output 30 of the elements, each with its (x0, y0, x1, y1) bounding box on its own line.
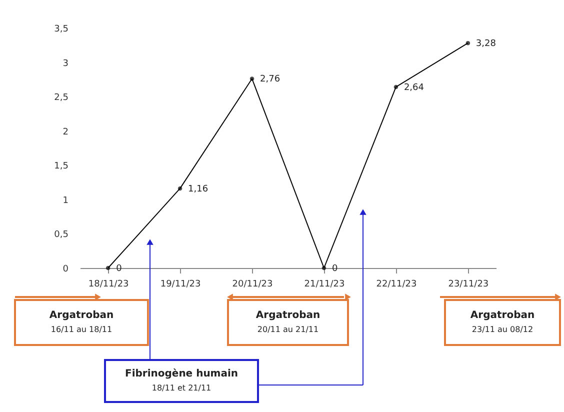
y-tick-label: 1 (62, 196, 68, 206)
point (106, 266, 110, 270)
data-label: 2,76 (260, 74, 280, 85)
text: Argatroban 16/11 au 18/11 (49, 310, 114, 334)
data-label: 0 (332, 264, 338, 274)
data-label: 1,16 (188, 184, 208, 194)
data-label: 2,64 (404, 82, 424, 93)
x-tick-label: 23/11/23 (448, 280, 489, 290)
text: Argatroban 20/11 au 21/11 (256, 310, 320, 334)
y-tick-label: 2 (62, 127, 68, 138)
x-tick-label: 20/11/23 (232, 280, 273, 290)
x-tick-label: 19/11/23 (160, 280, 201, 290)
point (250, 76, 254, 81)
y-tick-label: 2,5 (54, 93, 68, 104)
data-label: 0 (116, 264, 122, 274)
data-label: 3,28 (476, 39, 496, 50)
point (394, 84, 398, 90)
point (178, 186, 182, 191)
x-tick-label: 21/11/23 (304, 280, 345, 290)
y-tick-label: 3 (62, 58, 68, 69)
x-tick-label: 22/11/23 (376, 280, 417, 290)
text: Fibrinogène humain 18/11 et 21/11 (124, 368, 238, 392)
text: Argatroban 23/11 au 08/12 (470, 310, 535, 334)
y-tick-label: 1,5 (54, 162, 68, 172)
x-tick-label: 18/11/23 (88, 280, 129, 290)
point (466, 40, 470, 46)
point (322, 266, 326, 270)
y-tick-label: 0 (62, 264, 69, 274)
y-tick-label: 3,5 (54, 24, 68, 34)
y-tick-label: 0,5 (54, 230, 68, 240)
